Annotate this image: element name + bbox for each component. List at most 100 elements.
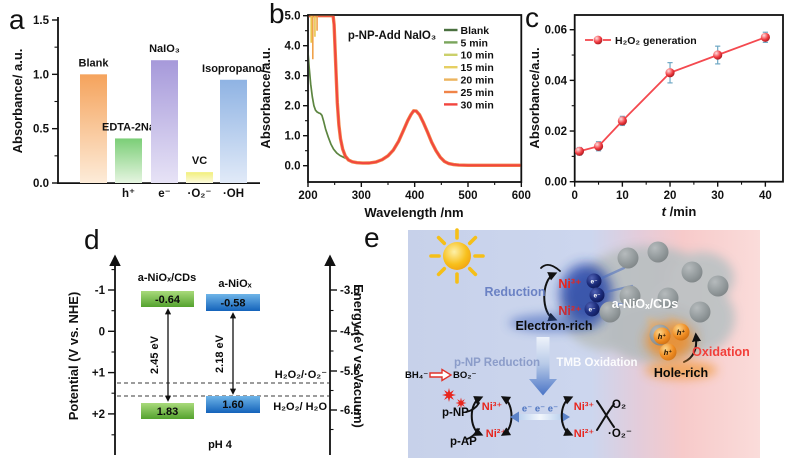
c-legend-marker (593, 35, 603, 45)
panel-letter-e: e (364, 222, 380, 253)
a-y-tick-label: 1.0 (33, 69, 49, 81)
d-left-tick-label: -1 (95, 285, 106, 297)
svg-text:e⁻: e⁻ (590, 279, 597, 286)
b-title: p-NP-Add NaIO₃ (348, 30, 436, 42)
c-x-tick-label: 10 (616, 190, 629, 202)
hole-spheres: h⁺ h⁺ h⁺ (653, 323, 690, 361)
d-material-1: a-NiOₓ/CDs (138, 272, 196, 284)
c-plot-frame (573, 14, 784, 183)
b-legend-label: 20 min (461, 75, 494, 87)
c-y-tick-label: 0.04 (545, 75, 568, 87)
b-x-tick-label: 300 (352, 190, 371, 202)
ni3-top: Ni³⁺ (558, 277, 581, 291)
c-data-point (574, 146, 585, 156)
panel-c-kinetics-chart: 0 10 20 30 40 0.00 0.02 0.04 0.06 H₂O₂ generation… (527, 14, 784, 219)
panel-letter-c: c (525, 2, 539, 33)
tspan: t (662, 204, 667, 219)
c-data-point (665, 68, 675, 78)
d-material-2: a-NiOₓ (218, 278, 252, 290)
d-ph-note: pH 4 (208, 439, 233, 451)
svg-text:e⁻: e⁻ (593, 293, 600, 300)
b-legend-label: 15 min (461, 62, 494, 74)
b-y-axis-label: Absorbance/a.u. (258, 47, 273, 148)
a-y-tick-label: 0.5 (33, 124, 50, 136)
c-x-tick-label: 20 (664, 190, 677, 202)
b-y-tick-label: 2.0 (285, 101, 301, 113)
c-x-axis-label: t /min (662, 204, 697, 219)
d-right-tick-label: -4.5 (340, 326, 360, 338)
bar-label: EDTA-2Na (102, 121, 156, 133)
bar-label: Isopropanol (202, 63, 265, 75)
bar-label: NaIO₃ (149, 43, 180, 55)
bar-VC (186, 172, 213, 183)
d-redox-label-upper: H₂O₂/·O₂⁻ (275, 369, 327, 381)
oxidation-label: Oxidation (692, 345, 750, 359)
b-legend-label: 5 min (461, 37, 488, 49)
b-x-tick-label: 400 (405, 190, 424, 202)
hole-rich-label: Hole-rich (654, 366, 708, 380)
d-cb-value-1: -0.64 (155, 294, 181, 306)
panel-letter-a: a (9, 4, 25, 35)
d-gap-value-2: 2.18 eV (214, 334, 226, 373)
panel-e-mechanism-scheme: Ni³⁺ Ni²⁺ e⁻ e⁻ e⁻ Reduction a-NiOₓ/CDs … (405, 228, 760, 458)
d-vb-value-1: 1.83 (157, 406, 178, 418)
cycle-right-arc (560, 396, 574, 436)
d-right-axis-label: Energy (eV vs.Vacuum) (351, 284, 366, 428)
d-axis-ticks: -1 0 +1 +2 -3.5 -4.5 -5.5 -6.5 (92, 269, 360, 436)
b-x-tick-label: 200 (298, 190, 317, 202)
b-legend-label: Blank (461, 25, 490, 37)
c-data-line (579, 36, 766, 153)
electron-rich-label: Electron-rich (515, 319, 592, 333)
electron-rich-glow (509, 314, 599, 332)
d-gap-value-1: 2.45 eV (149, 335, 161, 374)
c-x-tick-label: 30 (711, 190, 724, 202)
svg-text:h⁺: h⁺ (664, 348, 673, 357)
b-y-tick-label: 0.0 (285, 161, 301, 173)
d-left-tick-label: +2 (92, 409, 105, 421)
c-y-tick-label: 0.06 (545, 25, 567, 37)
a-x-tick-label: ·OH (223, 188, 244, 200)
d-vb-niox-cds (141, 403, 194, 419)
electron-chain-label: e⁻ e⁻ e⁻ (522, 404, 558, 415)
c-legend-label: H₂O₂ generation (615, 35, 697, 47)
b-y-tick-label: 4.0 (285, 41, 301, 53)
electron-spheres: e⁻ e⁻ e⁻ (584, 273, 605, 317)
panel-a-bar-chart: 0.0 0.5 1.0 1.5 Blank EDTA-2Na h⁺ NaIO₃ e⁻ VC ·O₂⁻… (10, 15, 265, 200)
b-series-30 min (308, 15, 521, 167)
b-x-tick-label: 500 (458, 190, 477, 202)
bh4-label: BH₄⁻ (405, 370, 428, 381)
c-data-point (593, 141, 604, 151)
panel-letter-b: b (269, 0, 285, 29)
bar-EDTA-2Na (115, 138, 142, 183)
d-vb-niox (206, 396, 260, 413)
b-series-group (308, 15, 521, 167)
sun-icon (429, 228, 485, 284)
bar-NaIO₃ (151, 60, 178, 183)
charge-transfer-arrow (529, 337, 557, 396)
d-redox-label-lower: H₂O₂/ H₂O (273, 401, 327, 413)
c-data-point (760, 32, 770, 42)
a-y-tick-label: 0.0 (33, 178, 49, 190)
a-x-tick-label: e⁻ (158, 188, 170, 200)
c-y-tick-label: 0.00 (545, 177, 567, 189)
bo2-label: BO₂⁻ (453, 370, 477, 381)
material-label: a-NiOₓ/CDs (612, 297, 678, 311)
bar-Blank (80, 74, 107, 183)
o2-label: O₂ (612, 399, 626, 411)
ni3-bottom-right: Ni³⁺ (574, 401, 595, 413)
reduction-cycle-hook (540, 264, 561, 272)
pnp-reduction-label: p-NP Reduction (454, 357, 540, 369)
a-x-tick-label: ·O₂⁻ (188, 188, 212, 200)
svg-text:e⁻: e⁻ (588, 307, 595, 314)
b-x-tick-label: 600 (512, 190, 531, 202)
svg-text:h⁺: h⁺ (677, 328, 686, 337)
c-data-point (617, 116, 627, 126)
d-cb-niox (206, 294, 260, 311)
bar-label: Blank (79, 57, 110, 69)
d-left-axis-label: Potential (V vs. NHE) (66, 292, 81, 421)
pap-label: p-AP (450, 436, 477, 448)
b-y-tick-label: 5.0 (285, 11, 301, 23)
d-cb-value-2: -0.58 (220, 298, 245, 310)
burst-icons (442, 388, 467, 409)
